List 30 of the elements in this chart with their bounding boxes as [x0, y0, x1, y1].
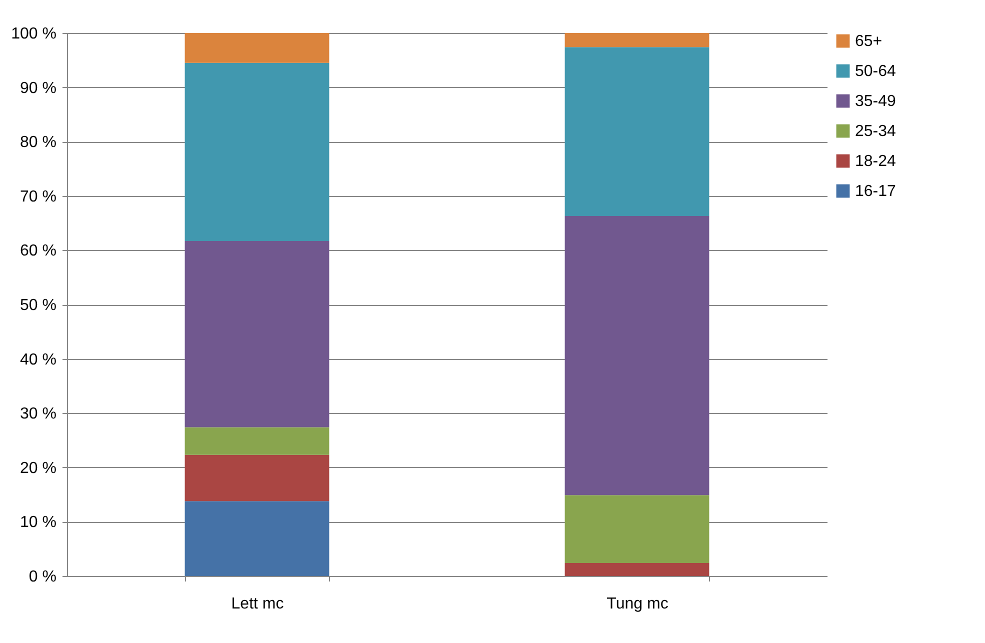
- bar: [564, 495, 710, 563]
- bar: [184, 427, 330, 455]
- legend-label: 50-64: [855, 63, 896, 80]
- y-tick-label: 30 %: [20, 406, 56, 423]
- bar: [184, 454, 330, 502]
- legend-label: 35-49: [855, 93, 896, 110]
- bar: [564, 562, 710, 576]
- bar: [184, 33, 330, 63]
- legend-label: 25-34: [855, 123, 896, 140]
- bar: [564, 33, 710, 48]
- bar: [184, 62, 330, 241]
- bar: [564, 216, 710, 496]
- y-tick-label: 80 %: [20, 134, 56, 152]
- bar: [564, 47, 710, 216]
- x-tick-label: Tung mc: [606, 596, 668, 612]
- y-tick-label: 90 %: [20, 80, 56, 97]
- y-tick-label: 60 %: [20, 242, 56, 260]
- x-tick-label: Lett mc: [231, 596, 284, 612]
- y-tick-label: 100 %: [11, 26, 56, 42]
- bar: [184, 501, 330, 576]
- y-tick-label: 50 %: [20, 297, 56, 314]
- y-tick-label: 20 %: [20, 460, 56, 477]
- y-tick-label: 0 %: [28, 568, 56, 586]
- y-tick-label: 10 %: [20, 514, 56, 532]
- bar: [184, 240, 330, 428]
- legend-label: 18-24: [855, 153, 896, 170]
- legend-label: 16-17: [855, 183, 896, 200]
- legend-label: 65+: [855, 33, 882, 50]
- y-tick-label: 70 %: [20, 188, 56, 206]
- y-tick-label: 40 %: [20, 351, 56, 368]
